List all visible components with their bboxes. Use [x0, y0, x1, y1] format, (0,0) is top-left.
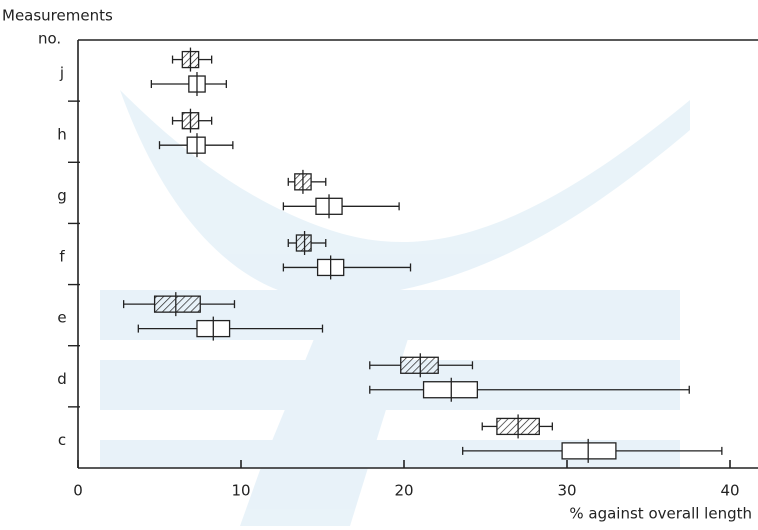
- y-tick-label: e: [57, 309, 66, 327]
- x-tick-label: 10: [231, 482, 250, 500]
- y-tick-label: j: [59, 64, 64, 82]
- x-tick-label: 40: [720, 482, 739, 500]
- y-tick-label: h: [57, 125, 67, 143]
- y-axis-label: Measurements: [2, 7, 113, 25]
- box: [153, 295, 201, 313]
- y-tick-label: f: [59, 248, 65, 266]
- box: [400, 356, 439, 374]
- x-axis-label: % against overall length: [569, 505, 752, 523]
- box: [561, 442, 617, 460]
- x-tick-label: 30: [557, 482, 576, 500]
- x-tick-label: 20: [394, 482, 413, 500]
- y-tick-label: c: [58, 431, 66, 449]
- y-tick-label: g: [57, 186, 67, 204]
- y-axis-label: no.: [38, 30, 61, 48]
- x-tick-label: 0: [73, 482, 83, 500]
- box: [186, 136, 206, 154]
- box: [295, 234, 312, 252]
- y-tick-label: d: [57, 370, 67, 388]
- box: [422, 381, 478, 399]
